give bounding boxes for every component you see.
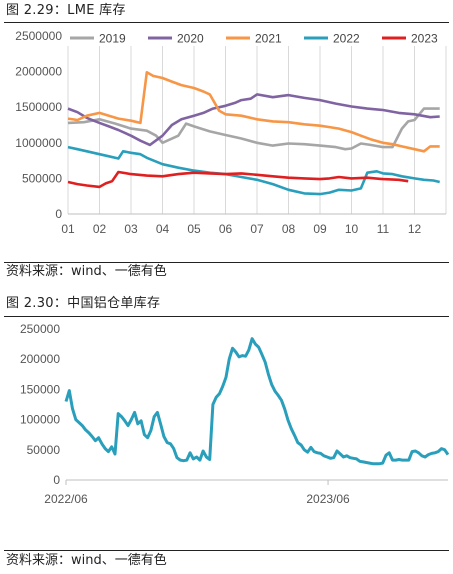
series-line-warrant-stock bbox=[64, 337, 450, 466]
y-tick-0: 0 bbox=[55, 207, 62, 221]
y-tick-500000: 500000 bbox=[22, 171, 62, 185]
legend-label-2022: 2022 bbox=[333, 32, 360, 46]
china-aluminium-warrant-chart: 0 50000 100000 150000 200000 250000 2022/06 202… bbox=[20, 322, 450, 506]
x-tick-07: 07 bbox=[250, 222, 264, 236]
legend-label-2023: 2023 bbox=[411, 32, 438, 46]
y-tick-150000: 150000 bbox=[20, 382, 60, 396]
series-line-2021 bbox=[67, 71, 440, 153]
x-tick-11: 11 bbox=[377, 222, 390, 236]
legend-label-2021: 2021 bbox=[255, 32, 282, 46]
x-tick-12: 12 bbox=[408, 222, 422, 236]
figure2-caption: 图 2.30：中国铝仓单库存 bbox=[6, 296, 161, 311]
y-tick-1000000: 1000000 bbox=[15, 136, 62, 150]
series-line-2023 bbox=[67, 170, 409, 189]
y-tick-100000: 100000 bbox=[20, 413, 60, 427]
figure2-source: 资料来源：wind、一德有色 bbox=[6, 553, 167, 568]
legend-bg-2023 bbox=[378, 29, 452, 46]
legend-label-2020: 2020 bbox=[177, 32, 204, 46]
y-tick-0: 0 bbox=[53, 473, 60, 487]
figure2-source-rule bbox=[4, 550, 449, 551]
x-tick-10: 10 bbox=[345, 222, 359, 236]
y-tick-2000000: 2000000 bbox=[15, 65, 62, 79]
x-tick-02: 02 bbox=[93, 222, 107, 236]
legend-bg-2020 bbox=[144, 29, 218, 46]
legend-bg-2022 bbox=[300, 29, 374, 46]
legend-label-2019: 2019 bbox=[99, 32, 126, 46]
figure1-source-rule bbox=[4, 262, 449, 263]
legend-bg-2021 bbox=[222, 29, 296, 46]
x-tick-2022/06: 2022/06 bbox=[44, 492, 88, 506]
x-tick-01: 01 bbox=[61, 222, 75, 236]
figure1-caption-rule bbox=[4, 22, 449, 23]
lme-inventory-chart: 01 02 03 04 05 06 07 08 09 10 11 12 0 500000 1000000 15… bbox=[15, 29, 452, 236]
y-tick-250000: 250000 bbox=[20, 322, 60, 336]
y-tick-1500000: 1500000 bbox=[15, 100, 62, 114]
series-line-2020 bbox=[67, 93, 440, 147]
figure1-caption: 图 2.29：LME 库存 bbox=[6, 3, 126, 18]
x-tick-08: 08 bbox=[282, 222, 296, 236]
series-line-2022 bbox=[67, 145, 441, 196]
x-tick-05: 05 bbox=[187, 222, 201, 236]
y-tick-200000: 200000 bbox=[20, 352, 60, 366]
series-line-2019 bbox=[67, 107, 440, 151]
x-tick-06: 06 bbox=[219, 222, 233, 236]
y-tick-2500000: 2500000 bbox=[15, 29, 62, 43]
figure2-caption-rule bbox=[4, 316, 449, 317]
x-tick-03: 03 bbox=[124, 222, 138, 236]
figure1-source: 资料来源：wind、一德有色 bbox=[6, 264, 167, 279]
legend-bg-2019 bbox=[66, 29, 140, 46]
x-tick-04: 04 bbox=[156, 222, 170, 236]
x-tick-2023/06: 2023/06 bbox=[306, 492, 350, 506]
x-tick-09: 09 bbox=[313, 222, 327, 236]
y-tick-50000: 50000 bbox=[27, 443, 61, 457]
